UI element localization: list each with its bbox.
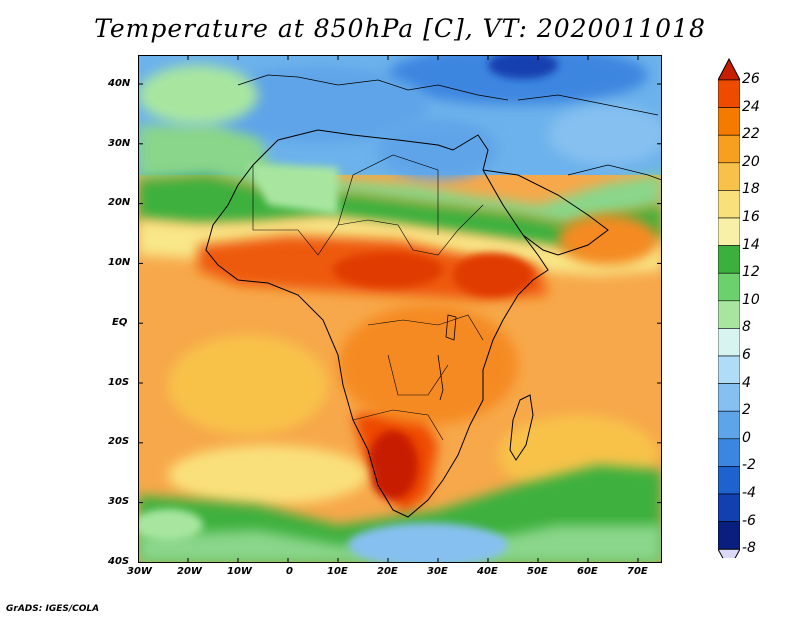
colorbar-label: 14 [742,236,760,253]
africa-coastline [205,129,549,518]
colorbar-label: 24 [742,98,760,115]
map-title: Temperature at 850hPa [C], VT: 202001101… [94,14,706,43]
colorbar-box [718,493,740,522]
arabia-coastline [482,169,609,256]
north-green-band [138,125,662,225]
colorbar-label: 2 [742,402,751,419]
lon-label-60e: 60E [577,566,598,577]
colorbar-label: -8 [742,540,756,557]
colorbar-label: 16 [742,209,760,225]
lat-label-40n: 40N [108,78,131,89]
colorbar-label: 4 [742,374,751,391]
colorbar-label: 18 [742,181,760,198]
colorbar-label: -6 [742,512,756,529]
colorbar-label: 12 [742,264,760,281]
lon-label-10e: 10E [327,566,348,577]
colorbar-box [718,134,740,164]
lat-label-eq: EQ [112,317,128,328]
colorbar-box [718,245,740,274]
temperature-map [138,55,662,563]
lat-label-20n: 20N [108,197,131,208]
colorbar-label: -2 [742,457,756,474]
colorbar-top-extension [718,58,740,81]
lat-label-40s: 40S [108,556,130,567]
lon-label-30e: 30E [427,566,448,577]
grads-credit: GrADS: IGES/COLA [6,604,100,614]
colorbar-label: 20 [742,153,760,170]
colorbar-box [718,383,740,412]
colorbar-box [718,272,740,302]
colorbar-label: 0 [742,429,751,446]
lon-label-30w: 30W [127,566,152,577]
colorbar-box [718,355,740,384]
colorbar-box [718,300,740,329]
colorbar-label: -4 [742,485,756,501]
colorbar-box [718,79,740,108]
colorbar-box [718,162,740,191]
colorbar-box [718,328,740,357]
colorbar-label: 22 [742,126,760,143]
lon-label-20w: 20W [177,566,202,577]
lon-label-70e: 70E [627,566,648,577]
lat-label-10s: 10S [108,377,130,388]
lat-label-20s: 20S [108,436,130,447]
lon-label-50e: 50E [527,566,548,577]
colorbar-label: 6 [742,347,751,363]
madagascar-outline [509,394,534,461]
colorbar [718,58,740,558]
lon-label-10w: 10W [227,566,252,577]
colorbar-label: 8 [742,319,751,336]
lon-label-20e: 20E [377,566,398,577]
colorbar-box [718,466,740,495]
lat-label-30n: 30N [108,138,131,149]
colorbar-box [718,107,740,136]
lat-label-10n: 10N [108,257,131,268]
lon-label-0: 0 [286,566,293,577]
colorbar-box [718,190,740,219]
lon-label-40e: 40E [477,566,498,577]
colorbar-box [718,217,740,246]
colorbar-box [718,410,740,440]
colorbar-box [718,438,740,467]
colorbar-box [718,521,740,550]
colorbar-bottom-extension [718,548,740,558]
colorbar-label: 10 [742,291,760,308]
colorbar-label: 26 [742,71,760,87]
lat-label-30s: 30S [108,496,130,507]
